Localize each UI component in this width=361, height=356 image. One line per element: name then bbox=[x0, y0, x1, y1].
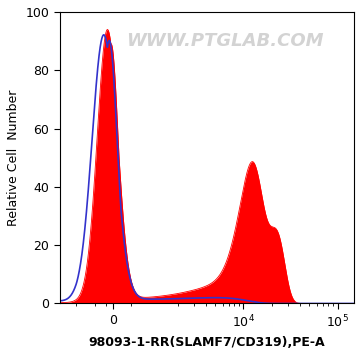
Text: WWW.PTGLAB.COM: WWW.PTGLAB.COM bbox=[126, 32, 323, 50]
Y-axis label: Relative Cell  Number: Relative Cell Number bbox=[7, 89, 20, 226]
X-axis label: 98093-1-RR(SLAMF7/CD319),PE-A: 98093-1-RR(SLAMF7/CD319),PE-A bbox=[88, 336, 325, 349]
